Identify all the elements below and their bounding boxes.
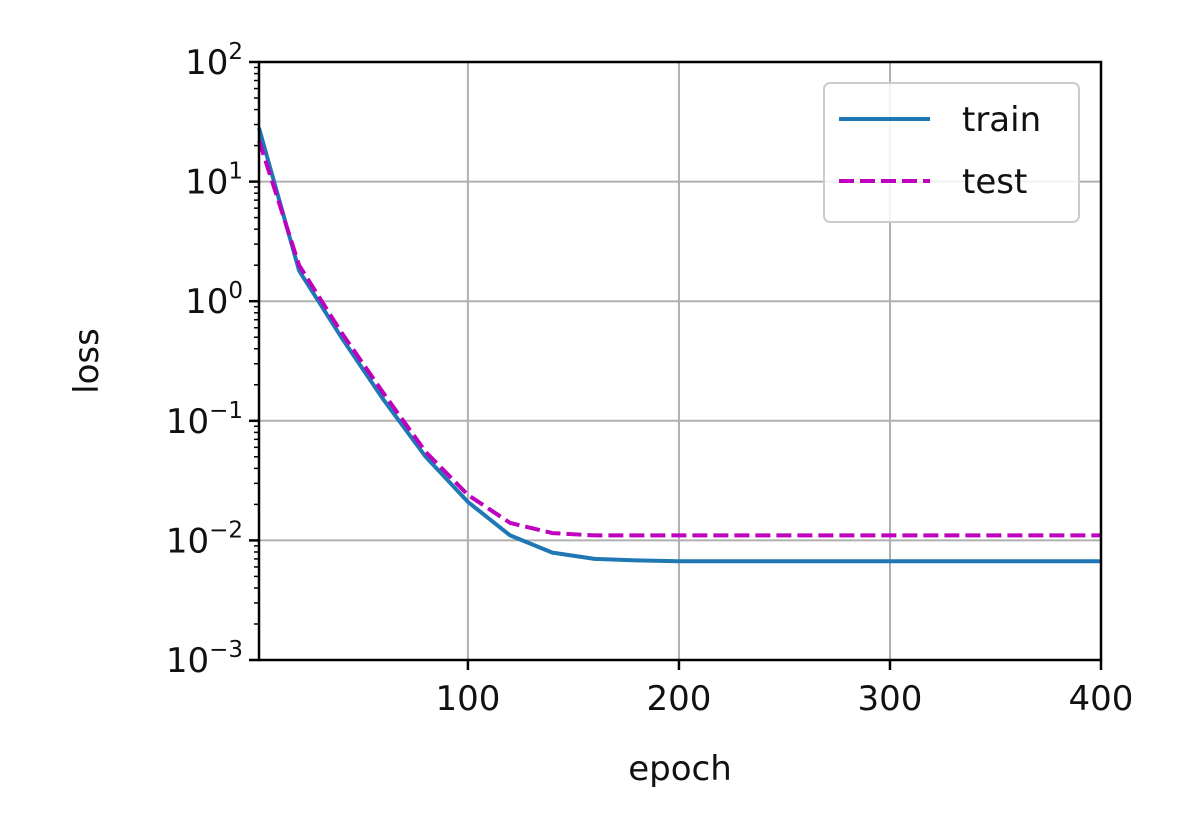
x-axis-ticks: 100 200 300 400 [435, 660, 1133, 719]
x-axis-title: epoch [628, 749, 732, 789]
series-line-train [257, 127, 1101, 564]
y-tick-label: 10−2 [166, 517, 243, 561]
series-lines [257, 127, 1101, 564]
x-tick-label: 200 [646, 679, 711, 719]
x-tick-label: 300 [858, 679, 923, 719]
y-axis-ticks: 10−3 10−2 10−1 100 101 102 [166, 39, 259, 681]
y-tick-label: 10−1 [166, 398, 243, 442]
x-tick-label: 400 [1069, 679, 1134, 719]
y-tick-label: 101 [185, 159, 243, 203]
y-tick-label: 102 [185, 39, 243, 83]
y-tick-label: 10−3 [166, 637, 243, 681]
x-tick-label: 100 [435, 679, 500, 719]
y-axis-title: loss [67, 328, 107, 394]
series-line-test [257, 139, 1101, 538]
legend: train test [823, 82, 1080, 223]
legend-label: test [962, 162, 1027, 202]
legend-label: train [962, 100, 1041, 140]
y-tick-label: 100 [185, 278, 243, 322]
